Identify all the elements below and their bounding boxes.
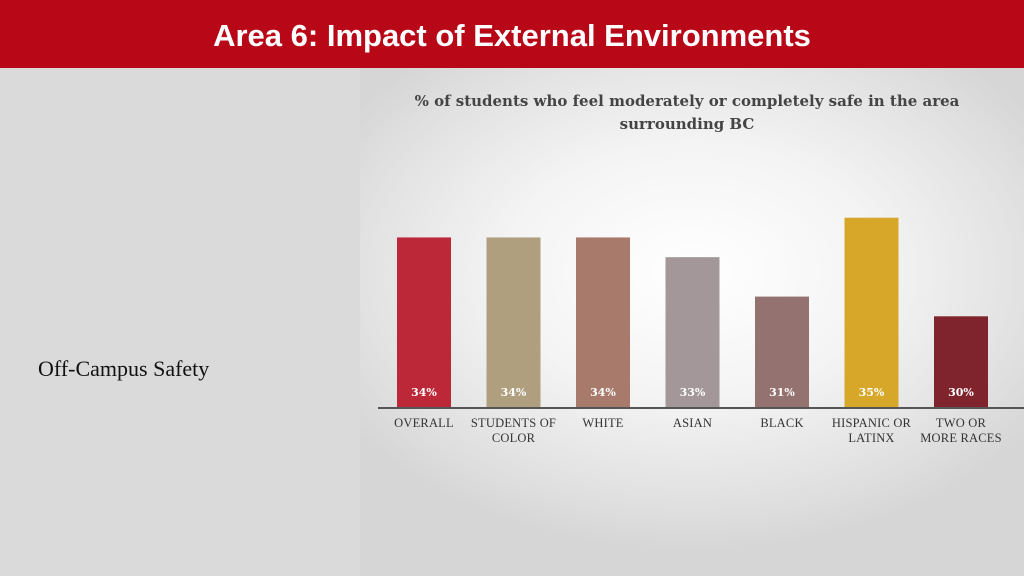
category-label-1-line2: COLOR: [492, 431, 536, 445]
category-label-6: TWO OR: [936, 416, 987, 430]
bar-5: [844, 217, 899, 408]
bar-4: [755, 296, 809, 408]
bar-0: [397, 237, 451, 408]
data-label-2: 34%: [590, 386, 616, 399]
bar-2: [576, 237, 630, 408]
bar-1: [486, 237, 541, 408]
header-bar: Area 6: Impact of External Environments: [0, 0, 1024, 68]
data-label-1: 34%: [501, 386, 527, 399]
category-label-6-line2: MORE RACES: [920, 431, 1002, 445]
data-label-5: 35%: [859, 386, 885, 399]
chart-title: % of students who feel moderately or com…: [414, 92, 960, 133]
category-label-3: ASIAN: [673, 416, 712, 430]
data-label-6: 30%: [948, 386, 974, 399]
bar-3: [665, 257, 720, 408]
data-label-3: 33%: [680, 386, 706, 399]
slide-title: Area 6: Impact of External Environments: [213, 18, 811, 53]
bar-6: [934, 316, 988, 408]
data-label-0: 34%: [411, 386, 437, 399]
category-label-4: BLACK: [760, 416, 803, 430]
left-panel: Off-Campus Safety: [0, 68, 360, 576]
category-label-0: OVERALL: [394, 416, 454, 430]
category-label-2: WHITE: [582, 416, 623, 430]
category-label-1: STUDENTS OF: [471, 416, 556, 430]
section-label: Off-Campus Safety: [38, 356, 210, 381]
category-label-5: HISPANIC OR: [832, 416, 912, 430]
data-label-4: 31%: [769, 386, 795, 399]
chart-panel: % of students who feel moderately or com…: [360, 68, 1024, 576]
category-label-5-line2: LATINX: [848, 431, 894, 445]
